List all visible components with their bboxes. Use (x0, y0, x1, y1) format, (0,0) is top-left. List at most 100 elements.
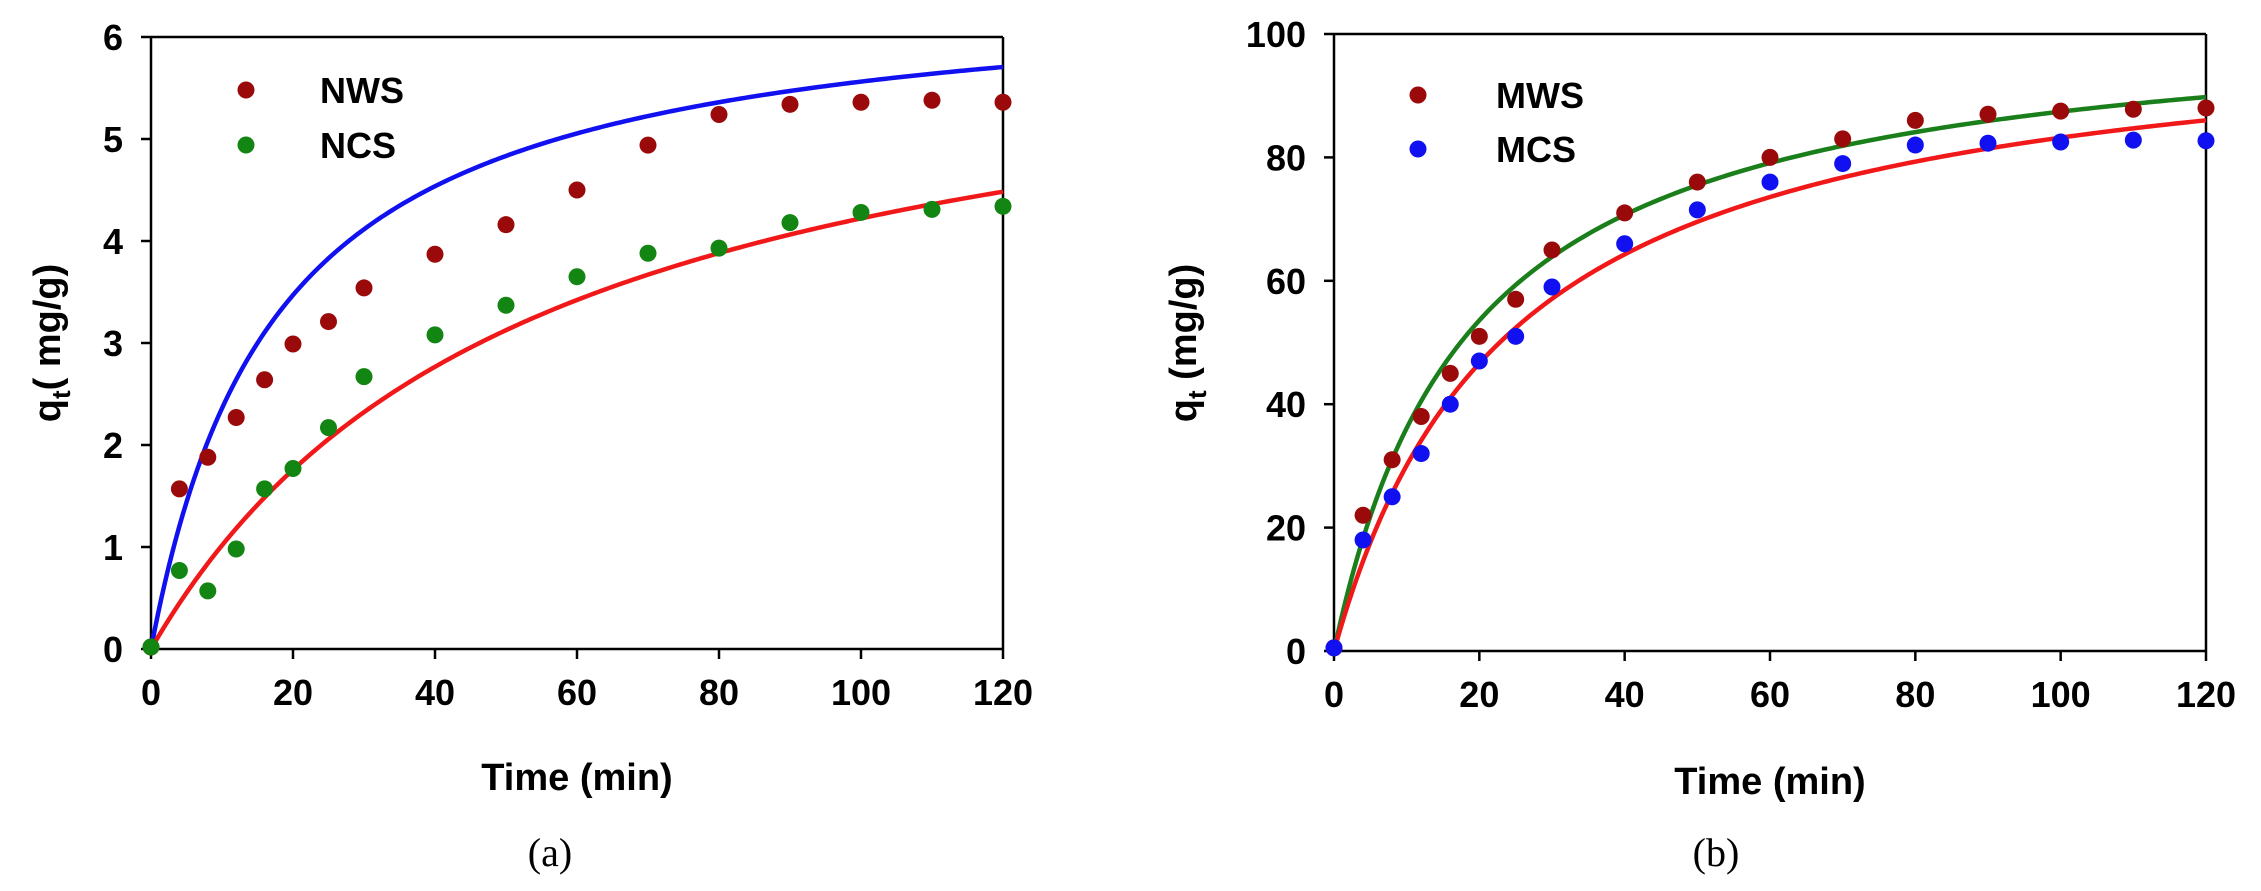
panel-b-point-mcs (1354, 531, 1372, 549)
panel-a-chart: 0 20 40 60 80 100 120 0 1 2 3 4 5 6 NWS NCS Time (mi… (27, 17, 1033, 875)
panel-b-y-tick-label: 20 (1266, 508, 1306, 549)
panel-a-fit-ncs-fit (149, 189, 1004, 651)
panel-b-point-mws (2052, 102, 2070, 120)
panel-a-y-axis-label-rest: ( mg/g) (27, 264, 69, 391)
panel-b-x-ticks: 0 20 40 60 80 100 120 (1324, 651, 2236, 715)
panel-a-point-ncs (639, 244, 657, 262)
panel-b-x-tick-label: 100 (2031, 674, 2091, 715)
panel-a-y-tick-label: 4 (103, 221, 123, 262)
panel-a-y-tick-label: 1 (103, 527, 123, 568)
panel-b-y-axis-label: qt (mg/g) (1163, 264, 1212, 423)
panel-b-y-ticks: 0 20 40 60 80 100 (1246, 14, 1334, 672)
panel-b-axes (1332, 32, 2208, 653)
panel-b-point-mcs (1383, 488, 1401, 506)
panel-b-point-mws (1543, 241, 1561, 259)
panel-b-y-tick-label: 100 (1246, 14, 1306, 55)
panel-b-x-tick-label: 40 (1605, 674, 1645, 715)
panel-b-x-axis-label: Time (min) (1674, 761, 1865, 803)
panel-a-y-axis-label-sub: t (46, 390, 76, 399)
panel-b-point-mcs (2197, 132, 2215, 150)
panel-b-point-mws (1354, 506, 1372, 524)
legend-label-ncs: NCS (320, 125, 396, 166)
panel-b-point-mcs (1507, 327, 1525, 345)
panel-b-point-mws (1761, 148, 1779, 166)
panel-a-point-nws (426, 245, 444, 263)
panel-b-data-points (1325, 99, 2215, 657)
panel-a-point-ncs (497, 296, 515, 314)
panel-b-point-mcs (1688, 201, 1706, 219)
panel-b-point-mws (1688, 173, 1706, 191)
panel-a-axes (149, 35, 1005, 651)
panel-a-point-nws (284, 335, 302, 353)
panel-a-point-ncs (355, 368, 373, 386)
panel-a-point-ncs (284, 459, 302, 477)
panel-b-point-mcs (1906, 136, 1924, 154)
legend-marker-ncs (237, 136, 255, 154)
panel-a-point-nws (199, 448, 217, 466)
panel-a-fit-nws-fit (148, 64, 1004, 650)
panel-b-x-tick-label: 0 (1324, 674, 1344, 715)
panel-a-fit-curves (148, 64, 1004, 651)
panel-b-y-tick-label: 40 (1266, 384, 1306, 425)
panel-b-point-mws (1470, 327, 1488, 345)
panel-b-y-axis-label-rest: (mg/g) (1163, 264, 1205, 391)
panel-a-x-tick-label: 40 (415, 672, 455, 713)
panel-a-label: (a) (528, 830, 572, 875)
panel-a-legend: NWS NCS (237, 70, 404, 166)
panel-b-x-tick-label: 120 (2176, 674, 2236, 715)
panel-b-point-mcs (1325, 639, 1343, 657)
panel-b-point-mws (1616, 204, 1634, 222)
panel-b-point-mws (1834, 130, 1852, 148)
panel-a-x-axis-label: Time (min) (481, 757, 672, 799)
panel-a-point-nws (852, 93, 870, 111)
panel-a-point-nws (170, 480, 188, 498)
panel-a-point-nws (994, 93, 1012, 111)
panel-b-point-mcs (1470, 352, 1488, 370)
panel-b-point-mcs (2052, 133, 2070, 151)
panel-a-point-ncs (710, 239, 728, 257)
panel-a-point-ncs (852, 203, 870, 221)
panel-b-point-mcs (1412, 445, 1430, 463)
panel-a-point-nws (923, 91, 941, 109)
panel-b-x-tick-label: 20 (1459, 674, 1499, 715)
panel-a-point-nws (320, 313, 337, 331)
panel-a-x-tick-label: 80 (699, 672, 739, 713)
panel-a-point-ncs (142, 638, 160, 656)
panel-a-point-nws (781, 95, 799, 113)
panel-b-point-mws (2197, 99, 2215, 117)
panel-a-point-ncs (923, 200, 941, 218)
panel-b-point-mws (2124, 100, 2142, 118)
panel-b-y-axis-label-main: q (1163, 399, 1205, 422)
panel-a-y-tick-label: 6 (103, 17, 123, 58)
panel-a-point-ncs (781, 214, 799, 232)
panel-a-y-tick-label: 3 (103, 323, 123, 364)
panel-b-label: (b) (1693, 830, 1740, 875)
panel-a-point-ncs (994, 197, 1012, 215)
panel-b-y-axis-label-sub: t (1182, 390, 1212, 399)
panel-b-y-tick-label: 0 (1286, 631, 1306, 672)
panel-b-y-tick-label: 80 (1266, 137, 1306, 178)
legend-marker-mws (1409, 86, 1427, 104)
panel-b-point-mcs (1834, 155, 1852, 173)
panel-a-y-tick-label: 0 (103, 629, 123, 670)
panel-a-point-ncs (426, 326, 444, 344)
legend-marker-mcs (1409, 140, 1427, 158)
panel-a-x-tick-label: 100 (831, 672, 891, 713)
panel-a-x-tick-label: 20 (273, 672, 313, 713)
panel-a-point-nws (568, 181, 586, 199)
panel-a-data-points (142, 91, 1012, 656)
legend-label-mws: MWS (1496, 75, 1584, 116)
panel-a-point-ncs (320, 419, 337, 437)
panel-a-point-nws (639, 136, 657, 154)
panel-b-point-mcs (1979, 134, 1997, 152)
panel-a-x-tick-label: 60 (557, 672, 597, 713)
panel-b-x-tick-label: 80 (1895, 674, 1935, 715)
panel-b-point-mcs (1441, 395, 1459, 413)
panel-b-chart: 0 20 40 60 80 100 120 0 20 40 60 80 100 MWS MCS Tim… (1163, 14, 2236, 875)
legend-label-nws: NWS (320, 70, 404, 111)
panel-a-y-axis-label: qt( mg/g) (27, 264, 76, 423)
panel-a-point-nws (227, 408, 245, 426)
panel-b-point-mws (1507, 290, 1525, 308)
legend-label-mcs: MCS (1496, 129, 1576, 170)
